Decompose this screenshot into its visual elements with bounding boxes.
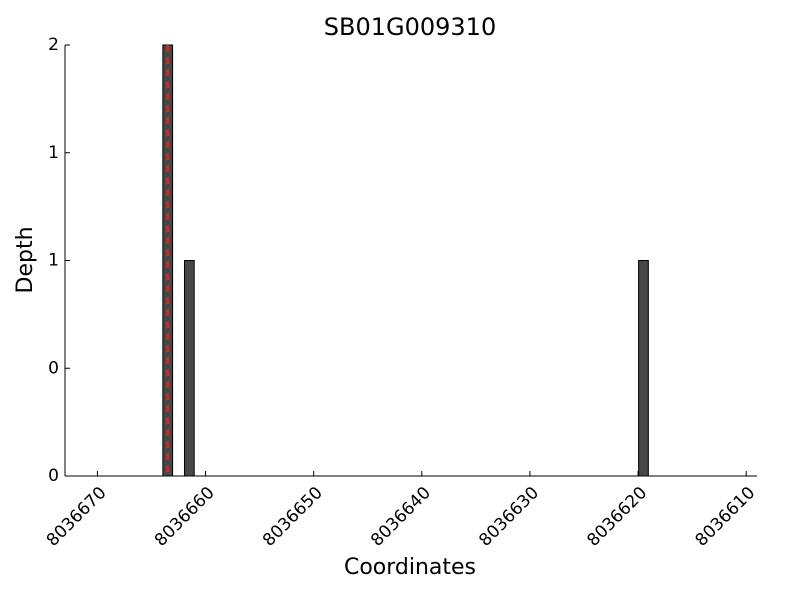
y-tick-label: 1 xyxy=(48,143,59,163)
chart-title: SB01G009310 xyxy=(324,13,496,41)
x-tick-label: 8036660 xyxy=(151,483,219,551)
y-tick-label: 0 xyxy=(48,358,59,378)
y-tick-label: 0 xyxy=(48,466,59,486)
x-tick-label: 8036650 xyxy=(259,483,327,551)
y-axis-label: Depth xyxy=(13,226,38,293)
bar xyxy=(638,260,649,477)
y-tick-label: 2 xyxy=(48,35,59,55)
x-tick-label: 8036670 xyxy=(43,483,111,551)
x-axis-label: Coordinates xyxy=(344,555,476,580)
x-tick-label: 8036620 xyxy=(583,483,651,551)
x-tick-label: 8036610 xyxy=(692,483,760,551)
x-tick-label: 8036630 xyxy=(475,483,543,551)
bar xyxy=(183,260,195,477)
y-tick-label: 1 xyxy=(48,251,59,271)
x-tick-label: 8036640 xyxy=(367,483,435,551)
